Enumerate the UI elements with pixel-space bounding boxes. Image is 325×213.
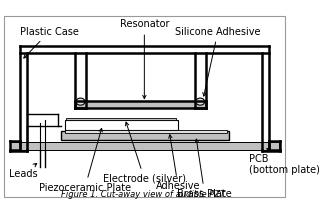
Bar — [66, 118, 176, 120]
Text: Plastic Case: Plastic Case — [20, 27, 79, 58]
Text: Silicone Adhesive: Silicone Adhesive — [175, 27, 261, 96]
Text: Resonator: Resonator — [120, 19, 169, 99]
Bar — [65, 120, 178, 130]
Text: Brass Plate: Brass Plate — [177, 139, 232, 199]
Bar — [65, 130, 227, 133]
Text: Piezoceramic Plate: Piezoceramic Plate — [39, 128, 131, 193]
Ellipse shape — [76, 98, 85, 105]
Bar — [61, 131, 229, 140]
Bar — [75, 101, 205, 108]
Text: PCB
(bottom plate): PCB (bottom plate) — [249, 148, 320, 175]
Text: Figure 1. Cut-away view of audible PZT.: Figure 1. Cut-away view of audible PZT. — [61, 190, 227, 199]
Ellipse shape — [196, 98, 205, 105]
Text: Leads: Leads — [8, 163, 37, 179]
Text: Electrode (silver): Electrode (silver) — [103, 122, 186, 184]
Bar — [10, 141, 279, 150]
Text: Adhesive: Adhesive — [156, 135, 200, 191]
